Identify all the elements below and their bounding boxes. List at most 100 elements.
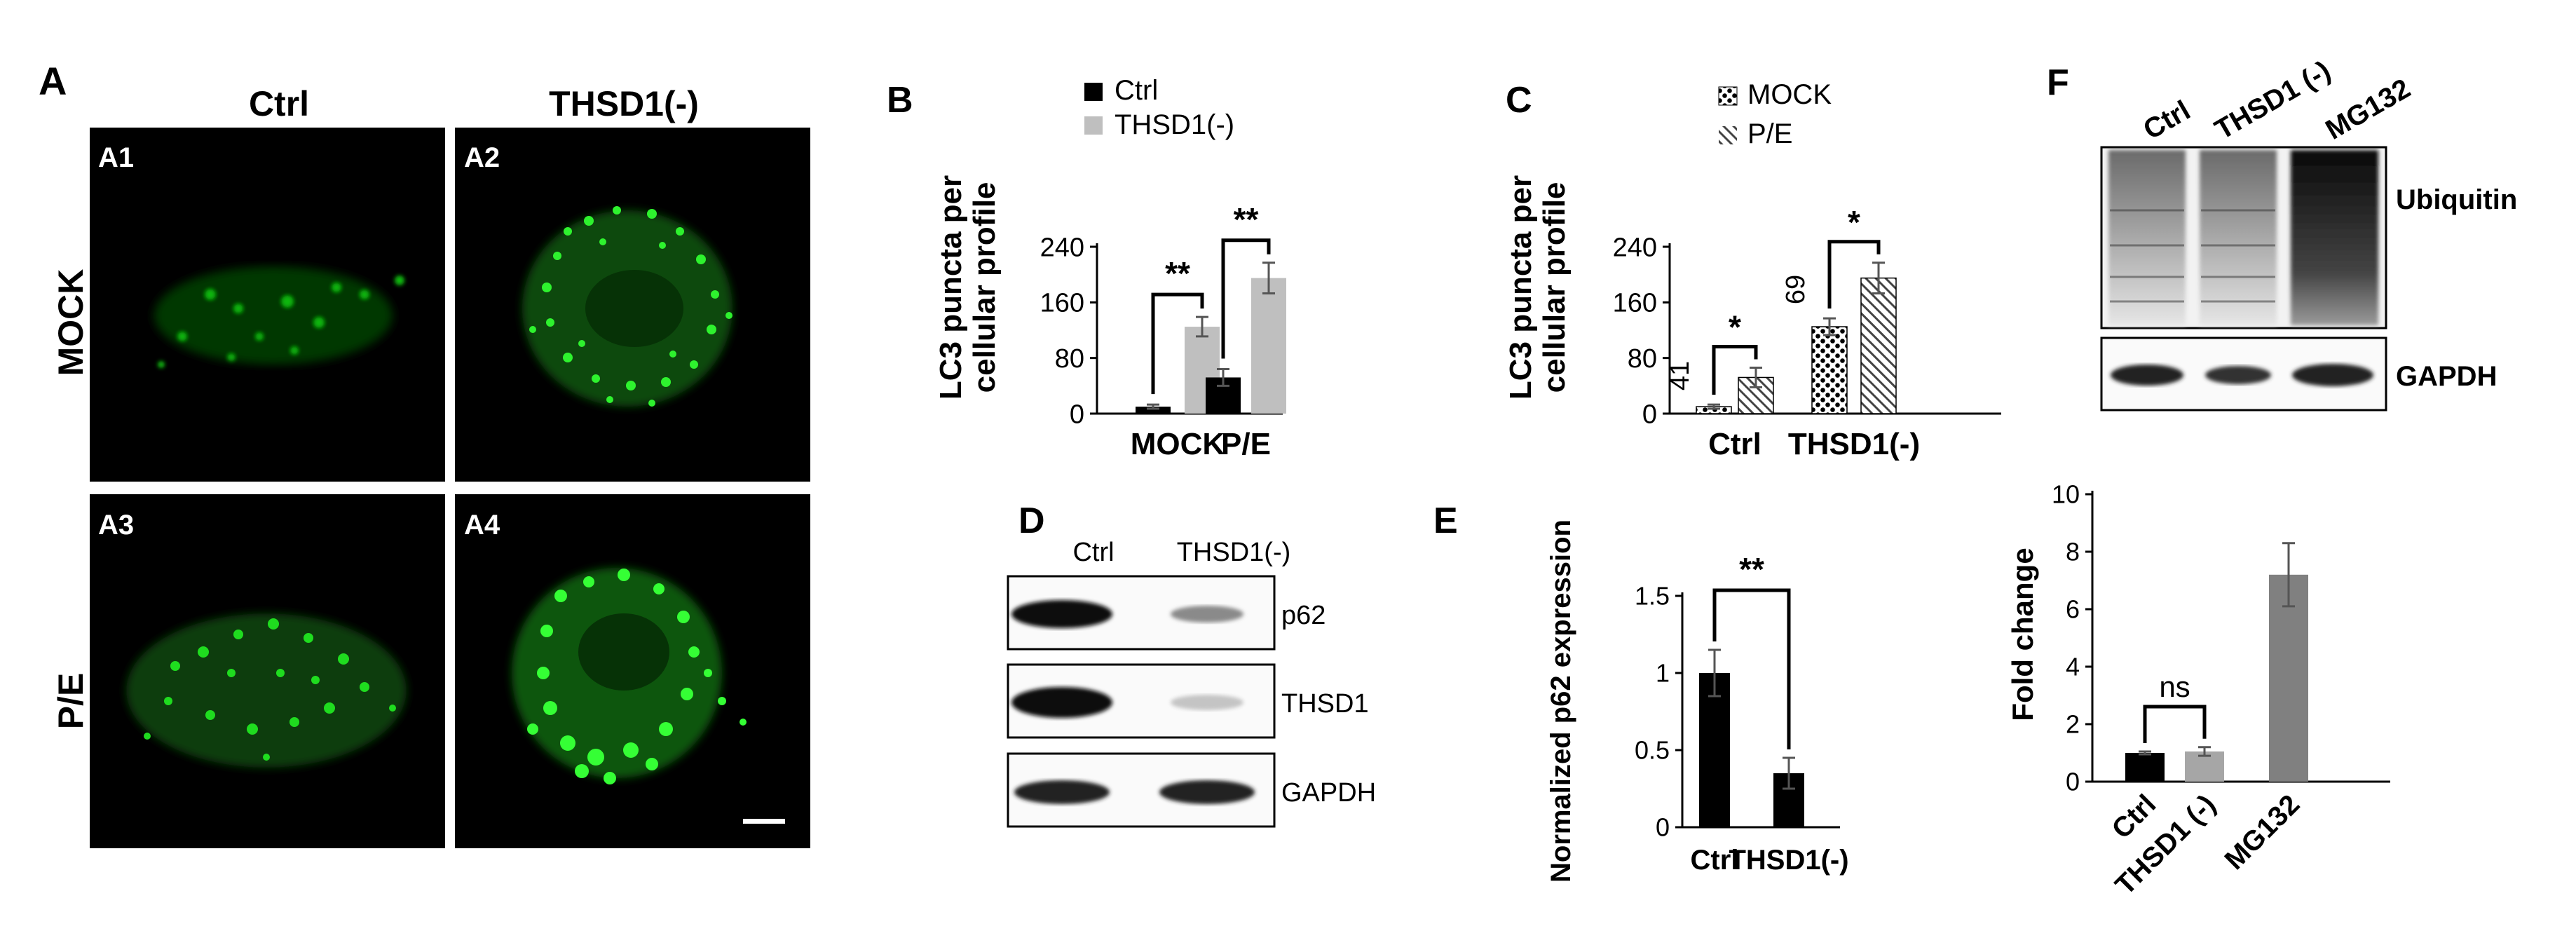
chart-c: 0 80 160 240 LC3 puncta per cellular profile C…: [1504, 175, 2001, 461]
legend-c-label-mock: MOCK: [1747, 79, 1832, 110]
blot-gapdh-f: GAPDH: [2100, 336, 2497, 412]
significance-bracket-b: [1221, 238, 1271, 359]
chart-b: 0 80 160 240 LC3 puncta per cellular profile M…: [934, 175, 1286, 461]
legend-c-swatch-pe: [1719, 126, 1737, 144]
bar-f: [2269, 574, 2308, 782]
y-tick-label-f: 6: [2066, 595, 2080, 624]
x-tick-label-e: Ctrl: [1691, 845, 1739, 876]
band-label-p62: p62: [1281, 601, 1326, 630]
tile-label-a3: A3: [98, 510, 134, 540]
significance-label-b: **: [1165, 255, 1190, 292]
panel-letter-e: E: [1433, 501, 1458, 541]
y-tick-label-b: 160: [1040, 289, 1084, 318]
micrograph-a2: A2: [455, 128, 810, 482]
significance-bracket-c: [1827, 240, 1881, 309]
y-tick-label-f: 2: [2066, 710, 2080, 739]
panel-letter-b: B: [887, 80, 913, 121]
panel-f-col-thsd1: THSD1 (-): [2210, 55, 2336, 146]
band-label-gapdh-d: GAPDH: [1281, 778, 1376, 808]
significance-label-c: *: [1729, 309, 1741, 346]
bar-c: [1811, 326, 1848, 414]
y-tick-label-b: 80: [1055, 344, 1084, 374]
legend-b-label-ctrl: Ctrl: [1115, 75, 1158, 106]
y-tick-label-e: 1.5: [1635, 582, 1670, 611]
legend-b-swatch-thsd1: [1084, 116, 1103, 135]
band-label-thsd1: THSD1: [1281, 689, 1369, 719]
y-tick-label-e: 0.5: [1635, 736, 1670, 765]
significance-label-b: **: [1234, 201, 1259, 238]
y-axis-label-c: LC3 puncta per: [1504, 175, 1538, 400]
x-tick-label-c: Ctrl: [1708, 427, 1761, 461]
y-axis-label-b: cellular profile: [967, 182, 1002, 393]
y-tick-label-b: 0: [1070, 400, 1084, 429]
y-tick-label-f: 8: [2066, 538, 2080, 566]
y-tick-label-b: 240: [1040, 233, 1084, 262]
y-tick-label-f: 4: [2066, 653, 2080, 681]
x-tick-label-b: P/E: [1221, 427, 1271, 461]
x-tick-label-e: THSD1(-): [1729, 845, 1848, 876]
annotation-c: 69: [1781, 275, 1811, 304]
x-tick-label-b: MOCK: [1131, 427, 1225, 461]
panel-f-col-mg132: MG132: [2321, 73, 2416, 146]
y-tick-label-c: 80: [1628, 344, 1657, 374]
tile-label-a2: A2: [464, 142, 500, 173]
annotation-c: 41: [1665, 361, 1695, 390]
tile-label-a1: A1: [98, 142, 134, 173]
blot-thsd1: THSD1: [1007, 663, 1369, 739]
panel-letter-c: C: [1506, 80, 1532, 121]
significance-bracket-e: [1712, 588, 1791, 749]
y-tick-label-e: 0: [1656, 813, 1670, 842]
panel-a-col-thsd1: THSD1(-): [549, 84, 699, 123]
y-tick-label-e: 1: [1656, 659, 1670, 688]
chart-e: 0 0.5 1 1.5 Normalized p62 expression CtrlTHS…: [1546, 519, 1849, 883]
y-tick-label-c: 240: [1613, 233, 1657, 262]
significance-label-e: **: [1739, 551, 1764, 587]
bar-e: [1699, 673, 1730, 827]
legend-b-swatch-ctrl: [1084, 83, 1103, 101]
significance-bracket-b: [1151, 292, 1204, 395]
band-label-ubiquitin: Ubiquitin: [2396, 184, 2517, 215]
panel-d-col-thsd1: THSD1(-): [1177, 538, 1291, 567]
y-tick-label-f: 10: [2052, 480, 2080, 509]
significance-bracket-c: [1712, 345, 1758, 395]
blot-gapdh-d: GAPDH: [1007, 752, 1376, 828]
panel-a-col-ctrl: Ctrl: [249, 84, 309, 123]
panel-f-col-ctrl: Ctrl: [2139, 95, 2196, 146]
legend-b: Ctrl THSD1(-): [1084, 75, 1234, 140]
significance-label-c: *: [1848, 204, 1860, 240]
y-tick-label-c: 160: [1613, 289, 1657, 318]
panel-d-col-ctrl: Ctrl: [1072, 538, 1114, 567]
panel-letter-d: D: [1018, 501, 1045, 541]
band-label-gapdh-f: GAPDH: [2396, 361, 2497, 392]
legend-c-label-pe: P/E: [1747, 118, 1792, 149]
y-axis-label-f: Fold change: [2006, 548, 2039, 721]
bar-b: [1136, 407, 1171, 414]
x-tick-label-f: MG132: [2219, 789, 2305, 876]
legend-c: MOCK P/E: [1718, 79, 1832, 149]
micrograph-a3: A3: [90, 494, 445, 848]
bar-f: [2125, 753, 2165, 782]
panel-letter-f: F: [2047, 62, 2069, 103]
micrograph-a1: A1: [90, 128, 445, 482]
x-tick-label-c: THSD1(-): [1788, 427, 1920, 461]
significance-label-f: ns: [2159, 670, 2190, 703]
tile-label-a4: A4: [464, 510, 500, 540]
blot-p62: p62: [1007, 575, 1326, 651]
legend-b-label-thsd1: THSD1(-): [1115, 109, 1234, 140]
panel-letter-a: A: [39, 59, 67, 103]
bar-c: [1738, 376, 1774, 414]
panel-a-row-pe: P/E: [51, 673, 90, 730]
bar-c: [1860, 277, 1897, 414]
y-tick-label-f: 0: [2066, 768, 2080, 796]
micrograph-a4: A4: [455, 494, 810, 848]
legend-c-swatch-mock: [1718, 86, 1738, 106]
y-axis-label-c: cellular profile: [1537, 182, 1572, 393]
scale-bar: [743, 819, 785, 824]
panel-a-row-mock: MOCK: [51, 269, 90, 376]
significance-bracket-f: [2143, 705, 2207, 743]
y-axis-label-e: Normalized p62 expression: [1546, 519, 1576, 883]
y-tick-label-c: 0: [1642, 400, 1657, 429]
bar-b: [1251, 278, 1286, 414]
